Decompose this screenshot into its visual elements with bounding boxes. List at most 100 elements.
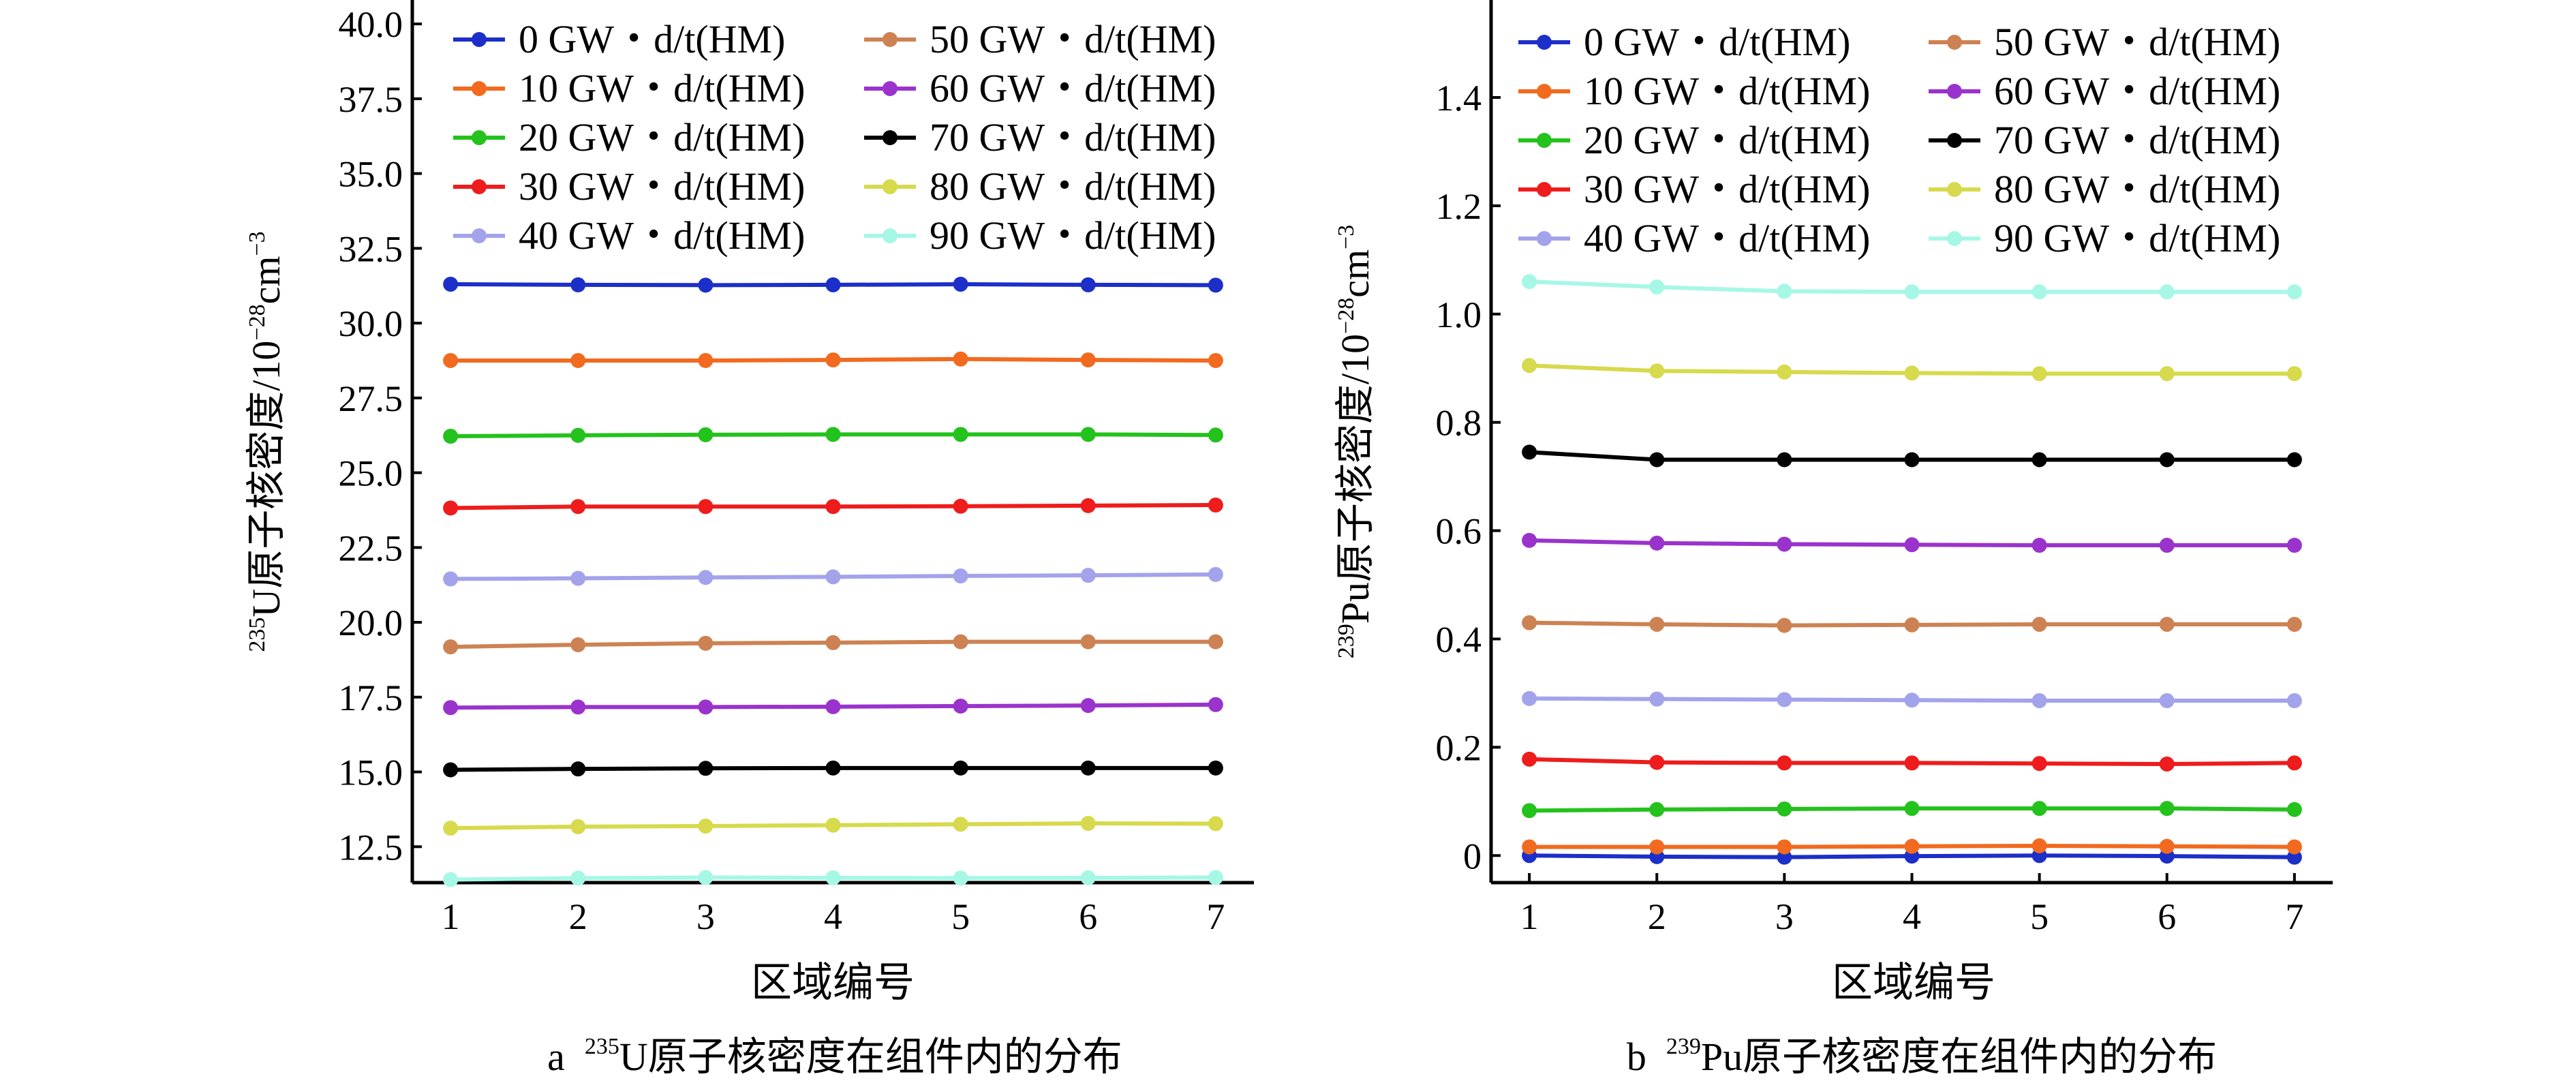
panel-b-series-6 <box>1522 532 2302 553</box>
panel-a-series-4 <box>443 566 1223 587</box>
panel-b-legend-label: 60 GW・d/t(HM) <box>1994 69 2280 113</box>
panel-a-data-point <box>1208 697 1223 712</box>
panel-a-y-tick-label: 25.0 <box>339 453 403 494</box>
panel-b-y-label-unit-exponent: −3 <box>1334 225 1359 249</box>
panel-a-data-point <box>825 569 841 585</box>
panel-a-data-point <box>570 761 586 777</box>
panel-b-data-point <box>2159 693 2175 709</box>
panel-b-data-point <box>2031 838 2047 853</box>
panel-b-data-point <box>1522 358 1537 373</box>
panel-b-data-point <box>2159 617 2175 632</box>
panel-b-data-point <box>1777 452 1792 468</box>
panel-a-data-point <box>825 870 841 885</box>
panel-b-data-point <box>1904 755 1920 771</box>
panel-b-caption-text: Pu原子核密度在组件内的分布 <box>1701 1035 2217 1079</box>
panel-a-data-point <box>1208 277 1223 293</box>
panel-b-legend-label: 50 GW・d/t(HM) <box>1994 20 2280 64</box>
panel-b-data-point <box>1904 617 1920 632</box>
panel-b-legend-entry: 40 GW・d/t(HM) <box>1518 216 1870 260</box>
panel-b-x-tick-label: 4 <box>1903 896 1921 937</box>
panel-b-series-7 <box>1522 444 2302 468</box>
panel-b-y-label-exponent: −28 <box>1334 298 1359 334</box>
panel-b-legend-swatch-marker <box>1537 133 1552 148</box>
panel-b-legend-label: 40 GW・d/t(HM) <box>1584 216 1870 260</box>
panel-b-x-tick-label: 1 <box>1520 896 1539 937</box>
panel-b-legend-swatch-marker <box>1537 231 1552 246</box>
panel-b-data-point <box>1777 617 1792 633</box>
panel-b-legend-entry: 80 GW・d/t(HM) <box>1929 167 2280 211</box>
panel-b-legend-label: 20 GW・d/t(HM) <box>1584 118 1870 162</box>
panel-a-data-point <box>953 498 968 514</box>
panel-b-y-tick-label: 0 <box>1463 836 1482 876</box>
panel-b-data-point <box>2031 617 2047 632</box>
panel-b-data-point <box>2159 838 2175 854</box>
panel-a-data-point <box>1208 760 1223 776</box>
panel-b-data-point <box>2031 756 2047 772</box>
panel-b-series-layer <box>1522 274 2302 865</box>
panel-a-legend-swatch-marker <box>472 179 487 194</box>
panel-b-x-ticks: 1 2 3 4 5 6 7 <box>1520 873 2303 937</box>
panel-a-data-point <box>443 571 459 587</box>
panel-a-data-point <box>570 427 586 443</box>
panel-a-data-point <box>1080 352 1096 368</box>
panel-b-legend-swatch-marker <box>1947 84 1962 99</box>
panel-a-data-point <box>825 277 841 292</box>
panel-b-data-point <box>1777 801 1792 817</box>
panel-a-legend-swatch-marker <box>883 228 898 243</box>
panel-a-legend-label: 80 GW・d/t(HM) <box>930 164 1216 209</box>
panel-a-data-point <box>1208 870 1223 885</box>
panel-b-x-tick-label: 3 <box>1775 896 1794 937</box>
panel-a-data-point <box>698 427 714 442</box>
panel-b-data-point <box>2159 801 2175 817</box>
panel-a-y-tick-label: 22.5 <box>339 528 403 568</box>
panel-b-data-point <box>2159 366 2175 382</box>
panel-a-x-axis-label: 区域编号 <box>751 960 915 1005</box>
panel-a-legend-entry: 70 GW・d/t(HM) <box>864 115 1216 159</box>
panel-a-legend-swatch-marker <box>883 32 898 47</box>
panel-a-y-tick-label: 35.0 <box>339 154 403 195</box>
panel-b-legend-entry: 90 GW・d/t(HM) <box>1929 216 2280 260</box>
panel-a-legend-entry: 80 GW・d/t(HM) <box>864 164 1216 209</box>
panel-a-legend: 0 GW・d/t(HM) 10 GW・d/t(HM) 20 GW・d/t(HM) 30… <box>453 17 1216 258</box>
panel-a-data-point <box>825 427 841 442</box>
panel-a-legend-label: 60 GW・d/t(HM) <box>930 66 1216 110</box>
panel-a-u235-chart: 12.5 15.0 17.5 20.0 22.5 25.0 27.5 30.0 32.5 35.0… <box>244 0 1254 1079</box>
panel-a-data-point <box>443 429 459 444</box>
panel-b-legend-label: 0 GW・d/t(HM) <box>1584 20 1850 64</box>
panel-b-data-point <box>2286 839 2302 855</box>
panel-a-data-point <box>698 699 714 715</box>
panel-a-data-point <box>953 277 968 292</box>
panel-b-legend: 0 GW・d/t(HM) 10 GW・d/t(HM) 20 GW・d/t(HM) 30… <box>1518 20 2280 260</box>
panel-b-data-point <box>1904 801 1920 817</box>
panel-b-data-point <box>1777 692 1792 707</box>
panel-b-data-point <box>1777 849 1792 865</box>
panel-a-data-point <box>698 499 714 515</box>
panel-a-x-tick-label: 6 <box>1079 896 1097 937</box>
panel-a-series-6 <box>443 697 1223 716</box>
panel-a-y-label-superscript: 235 <box>245 617 270 652</box>
panel-b-data-point <box>1522 690 1537 706</box>
panel-a-data-point <box>953 634 968 650</box>
panel-b-data-point <box>1777 839 1792 855</box>
panel-a-y-tick-label: 12.5 <box>339 827 403 868</box>
panel-a-legend-label: 0 GW・d/t(HM) <box>519 17 785 61</box>
panel-a-series-layer <box>443 277 1223 887</box>
panel-b-legend-label: 30 GW・d/t(HM) <box>1584 167 1870 211</box>
panel-b-legend-entry: 60 GW・d/t(HM) <box>1929 69 2280 113</box>
panel-b-data-point <box>1777 284 1792 299</box>
panel-b-data-point <box>2031 452 2047 468</box>
panel-a-data-point <box>1208 352 1223 368</box>
panel-b-data-point <box>1649 802 1665 817</box>
panel-b-series-2 <box>1522 801 2302 819</box>
panel-b-legend-label: 80 GW・d/t(HM) <box>1994 167 2280 211</box>
panel-b-data-point <box>2031 693 2047 709</box>
panel-b-x-axis-label: 区域编号 <box>1832 960 1995 1005</box>
panel-a-y-tick-label: 30.0 <box>339 303 403 344</box>
panel-a-data-point <box>443 762 459 778</box>
panel-b-data-point <box>2286 538 2302 553</box>
panel-a-data-point <box>825 352 841 368</box>
panel-a-x-tick-label: 1 <box>442 896 460 937</box>
panel-b-data-point <box>1777 364 1792 380</box>
panel-a-y-tick-label: 32.5 <box>339 228 403 269</box>
